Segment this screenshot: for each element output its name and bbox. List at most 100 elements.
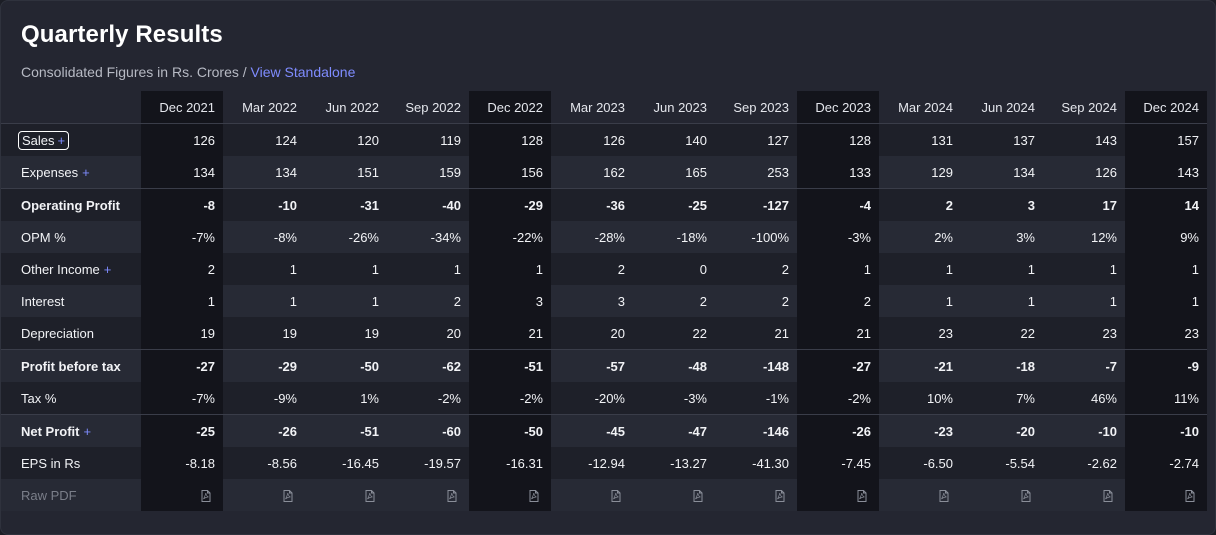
value-cell: -45	[551, 414, 633, 447]
table-row: EPS in Rs -8.18 -8.56 -16.45 -19.57 -16.31 -12…	[1, 447, 1207, 479]
column-header: Dec 2023	[797, 91, 879, 124]
pdf-file-icon[interactable]	[611, 490, 621, 503]
table-row: Other Income +2 1 1 1 1 2 0 2 1 1 1 1 1	[1, 253, 1207, 285]
subtitle-text: Consolidated Figures in Rs. Crores /	[21, 64, 251, 80]
row-label-cell: Depreciation	[1, 317, 141, 350]
pdf-link-cell[interactable]	[1043, 479, 1125, 511]
value-cell: 2	[551, 253, 633, 285]
table-header-row: Dec 2021 Mar 2022 Jun 2022 Sep 2022 Dec 2022…	[1, 91, 1207, 124]
value-cell: -8.18	[141, 447, 223, 479]
value-cell: -25	[633, 188, 715, 221]
value-cell: -57	[551, 349, 633, 382]
expand-plus-icon[interactable]: +	[82, 164, 90, 180]
pdf-file-icon[interactable]	[1185, 490, 1195, 503]
pdf-file-icon[interactable]	[1103, 490, 1113, 503]
pdf-link-cell[interactable]	[961, 479, 1043, 511]
pdf-link-cell[interactable]	[1125, 479, 1207, 511]
pdf-link-cell[interactable]	[879, 479, 961, 511]
pdf-file-icon[interactable]	[529, 490, 539, 503]
row-label: Depreciation	[21, 325, 94, 341]
value-cell: 131	[879, 123, 961, 156]
pdf-link-cell[interactable]	[387, 479, 469, 511]
value-cell: 23	[1043, 317, 1125, 350]
pdf-link-cell[interactable]	[469, 479, 551, 511]
value-cell: 1	[879, 285, 961, 317]
value-cell: 22	[633, 317, 715, 350]
value-cell: -127	[715, 188, 797, 221]
expand-plus-icon[interactable]: +	[103, 261, 112, 277]
value-cell: -50	[469, 414, 551, 447]
pdf-link-cell[interactable]	[223, 479, 305, 511]
value-cell: -51	[469, 349, 551, 382]
pdf-link-cell[interactable]	[633, 479, 715, 511]
section-subtitle: Consolidated Figures in Rs. Crores / Vie…	[21, 64, 355, 80]
value-cell: 126	[551, 123, 633, 156]
value-cell: -13.27	[633, 447, 715, 479]
value-cell: 20	[387, 317, 469, 350]
row-label-cell[interactable]: Expenses +	[1, 156, 141, 189]
results-table: Dec 2021 Mar 2022 Jun 2022 Sep 2022 Dec 2022…	[1, 91, 1207, 511]
pdf-link-cell[interactable]	[141, 479, 223, 511]
value-cell: -16.45	[305, 447, 387, 479]
value-cell: 14	[1125, 188, 1207, 221]
table-row: Expenses +134 134 151 159 156 162 165 253 133 129 1…	[1, 156, 1207, 189]
row-label-cell: EPS in Rs	[1, 447, 141, 479]
value-cell: 124	[223, 123, 305, 156]
value-cell: -26	[223, 414, 305, 447]
value-cell: 10%	[879, 382, 961, 415]
row-label-cell: Profit before tax	[1, 349, 141, 382]
value-cell: -10	[1125, 414, 1207, 447]
value-cell: -146	[715, 414, 797, 447]
value-cell: 127	[715, 123, 797, 156]
value-cell: -48	[633, 349, 715, 382]
value-cell: 1	[223, 285, 305, 317]
value-cell: -148	[715, 349, 797, 382]
pdf-file-icon[interactable]	[365, 490, 375, 503]
expand-plus-icon[interactable]: +	[57, 132, 66, 148]
view-standalone-link[interactable]: View Standalone	[250, 64, 356, 80]
row-label-cell: Operating Profit	[1, 188, 141, 221]
row-label-cell[interactable]: Other Income +	[1, 253, 141, 285]
row-label-cell[interactable]: Net Profit +	[1, 414, 141, 447]
sales-expand-button[interactable]: Sales +	[18, 130, 70, 150]
value-cell: -29	[469, 188, 551, 221]
pdf-link-cell[interactable]	[715, 479, 797, 511]
value-cell: 46%	[1043, 382, 1125, 415]
value-cell: 19	[141, 317, 223, 350]
column-header: Jun 2024	[961, 91, 1043, 124]
value-cell: 143	[1125, 156, 1207, 189]
pdf-link-cell[interactable]	[797, 479, 879, 511]
value-cell: 3	[469, 285, 551, 317]
pdf-file-icon[interactable]	[939, 490, 949, 503]
pdf-link-cell[interactable]	[551, 479, 633, 511]
pdf-file-icon[interactable]	[447, 490, 457, 503]
table-row: Depreciation 19 19 19 20 21 20 22 21 21 23 22 23 23	[1, 317, 1207, 350]
pdf-file-icon[interactable]	[693, 490, 703, 503]
value-cell: 2	[715, 285, 797, 317]
pdf-file-icon[interactable]	[857, 490, 867, 503]
value-cell: -7%	[141, 221, 223, 253]
value-cell: 1	[879, 253, 961, 285]
row-label: EPS in Rs	[21, 455, 81, 471]
raw-pdf-row: Raw PDF	[1, 479, 1207, 511]
pdf-file-icon[interactable]	[201, 490, 211, 503]
expand-plus-icon[interactable]: +	[83, 423, 92, 439]
table-row: Tax % -7% -9% 1% -2% -2% -20% -3% -1% -2% 10% 7% 46%…	[1, 382, 1207, 415]
value-cell: -3%	[797, 221, 879, 253]
value-cell: -9%	[223, 382, 305, 415]
pdf-file-icon[interactable]	[283, 490, 293, 503]
pdf-file-icon[interactable]	[775, 490, 785, 503]
value-cell: 165	[633, 156, 715, 189]
value-cell: 128	[469, 123, 551, 156]
value-cell: -9	[1125, 349, 1207, 382]
value-cell: 9%	[1125, 221, 1207, 253]
pdf-link-cell[interactable]	[305, 479, 387, 511]
row-label-cell[interactable]: Sales +	[1, 123, 141, 156]
value-cell: -7	[1043, 349, 1125, 382]
pdf-file-icon[interactable]	[1021, 490, 1031, 503]
row-label: Operating Profit	[21, 197, 120, 213]
value-cell: -31	[305, 188, 387, 221]
value-cell: 1	[1125, 253, 1207, 285]
column-header: Mar 2023	[551, 91, 633, 124]
